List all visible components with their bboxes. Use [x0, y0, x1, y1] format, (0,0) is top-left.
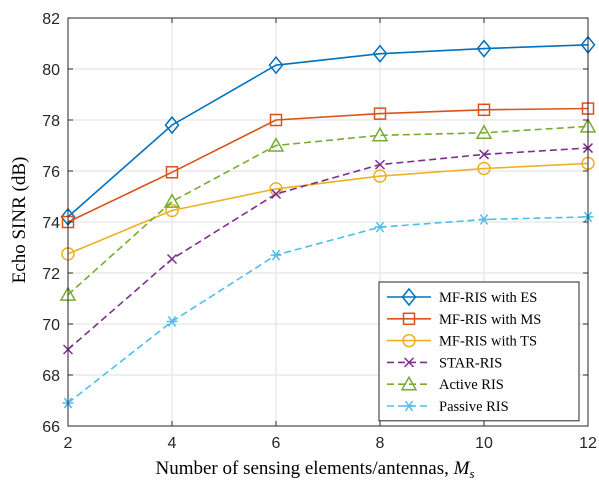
legend-item: MF-RIS with ES — [387, 287, 537, 307]
y-tick-label: 72 — [42, 266, 60, 283]
data-point-marker — [267, 136, 285, 152]
legend-label: Active RIS — [439, 377, 504, 393]
data-point-marker — [268, 55, 284, 75]
legend-label: Passive RIS — [439, 399, 509, 415]
series-star-ris — [62, 143, 594, 355]
data-point-marker — [374, 221, 386, 233]
data-point-marker — [478, 214, 490, 225]
y-tick-label: 76 — [42, 164, 60, 181]
data-point-marker — [165, 166, 179, 179]
legend-box — [378, 281, 580, 422]
x-tick-label: 12 — [579, 435, 597, 452]
data-point-marker — [476, 39, 492, 58]
series-mf-ris-with-ms — [61, 102, 595, 229]
x-axis-label-subscript: s — [469, 466, 474, 481]
x-axis-label-variable: M — [453, 458, 471, 479]
data-point-marker — [373, 107, 387, 120]
data-point-marker — [371, 126, 389, 142]
x-tick-label: 8 — [376, 435, 385, 452]
legend-item: MF-RIS with TS — [387, 334, 537, 350]
legend-marker — [400, 375, 418, 391]
y-tick-label: 68 — [42, 368, 60, 385]
y-tick-label: 80 — [42, 62, 60, 79]
series-line — [67, 125, 589, 296]
series-line — [67, 147, 589, 351]
x-axis-label: Number of sensing elements/antennas, Ms — [155, 458, 474, 481]
series-active-ris — [59, 117, 597, 301]
legend-marker — [403, 357, 415, 368]
legend-item: MF-RIS with MS — [387, 312, 541, 328]
legend-marker — [402, 333, 416, 348]
y-tick-label: 78 — [42, 113, 60, 130]
series-line — [67, 216, 589, 404]
series-line — [67, 107, 589, 223]
y-tick-label: 82 — [42, 11, 60, 28]
y-tick-label: 74 — [42, 215, 60, 232]
x-tick-label: 4 — [168, 435, 177, 452]
data-point-marker — [166, 316, 178, 327]
legend-marker — [402, 312, 416, 326]
legend-item: STAR-RIS — [387, 355, 502, 371]
data-point-marker — [374, 159, 386, 170]
data-point-marker — [478, 149, 490, 160]
legend-label: STAR-RIS — [439, 355, 502, 371]
legend-label: MF-RIS with TS — [439, 334, 537, 350]
data-point-marker — [373, 169, 387, 183]
data-point-marker — [164, 115, 180, 135]
plot-series — [59, 35, 597, 409]
legend-label: MF-RIS with ES — [439, 290, 537, 306]
series-mf-ris-with-ts — [61, 156, 595, 261]
legend: MF-RIS with ES MF-RIS with MS MF-RIS with … — [378, 281, 580, 422]
x-tick-label: 6 — [272, 435, 281, 452]
x-tick-label: 2 — [64, 435, 73, 452]
data-point-marker — [475, 124, 493, 139]
data-point-marker — [477, 103, 491, 117]
series-line — [67, 44, 589, 218]
data-point-marker — [270, 188, 282, 199]
data-point-marker — [165, 203, 179, 218]
legend-marker — [401, 287, 417, 307]
x-tick-label: 10 — [475, 435, 493, 452]
legend-label: MF-RIS with MS — [439, 312, 541, 328]
data-point-marker — [163, 193, 181, 208]
x-axis-label-text: Number of sensing elements/antennas, — [155, 458, 453, 479]
legend-marker — [403, 400, 415, 412]
legend-item: Passive RIS — [387, 399, 509, 415]
data-point-marker — [270, 249, 282, 261]
data-point-marker — [477, 161, 491, 176]
data-point-marker — [372, 44, 388, 63]
legend-item: Active RIS — [387, 375, 504, 393]
data-point-marker — [166, 253, 178, 265]
y-axis-label: Echo SINR (dB) — [9, 157, 30, 284]
data-point-marker — [269, 113, 283, 127]
y-tick-label: 66 — [42, 419, 60, 436]
y-tick-label: 70 — [42, 317, 60, 334]
